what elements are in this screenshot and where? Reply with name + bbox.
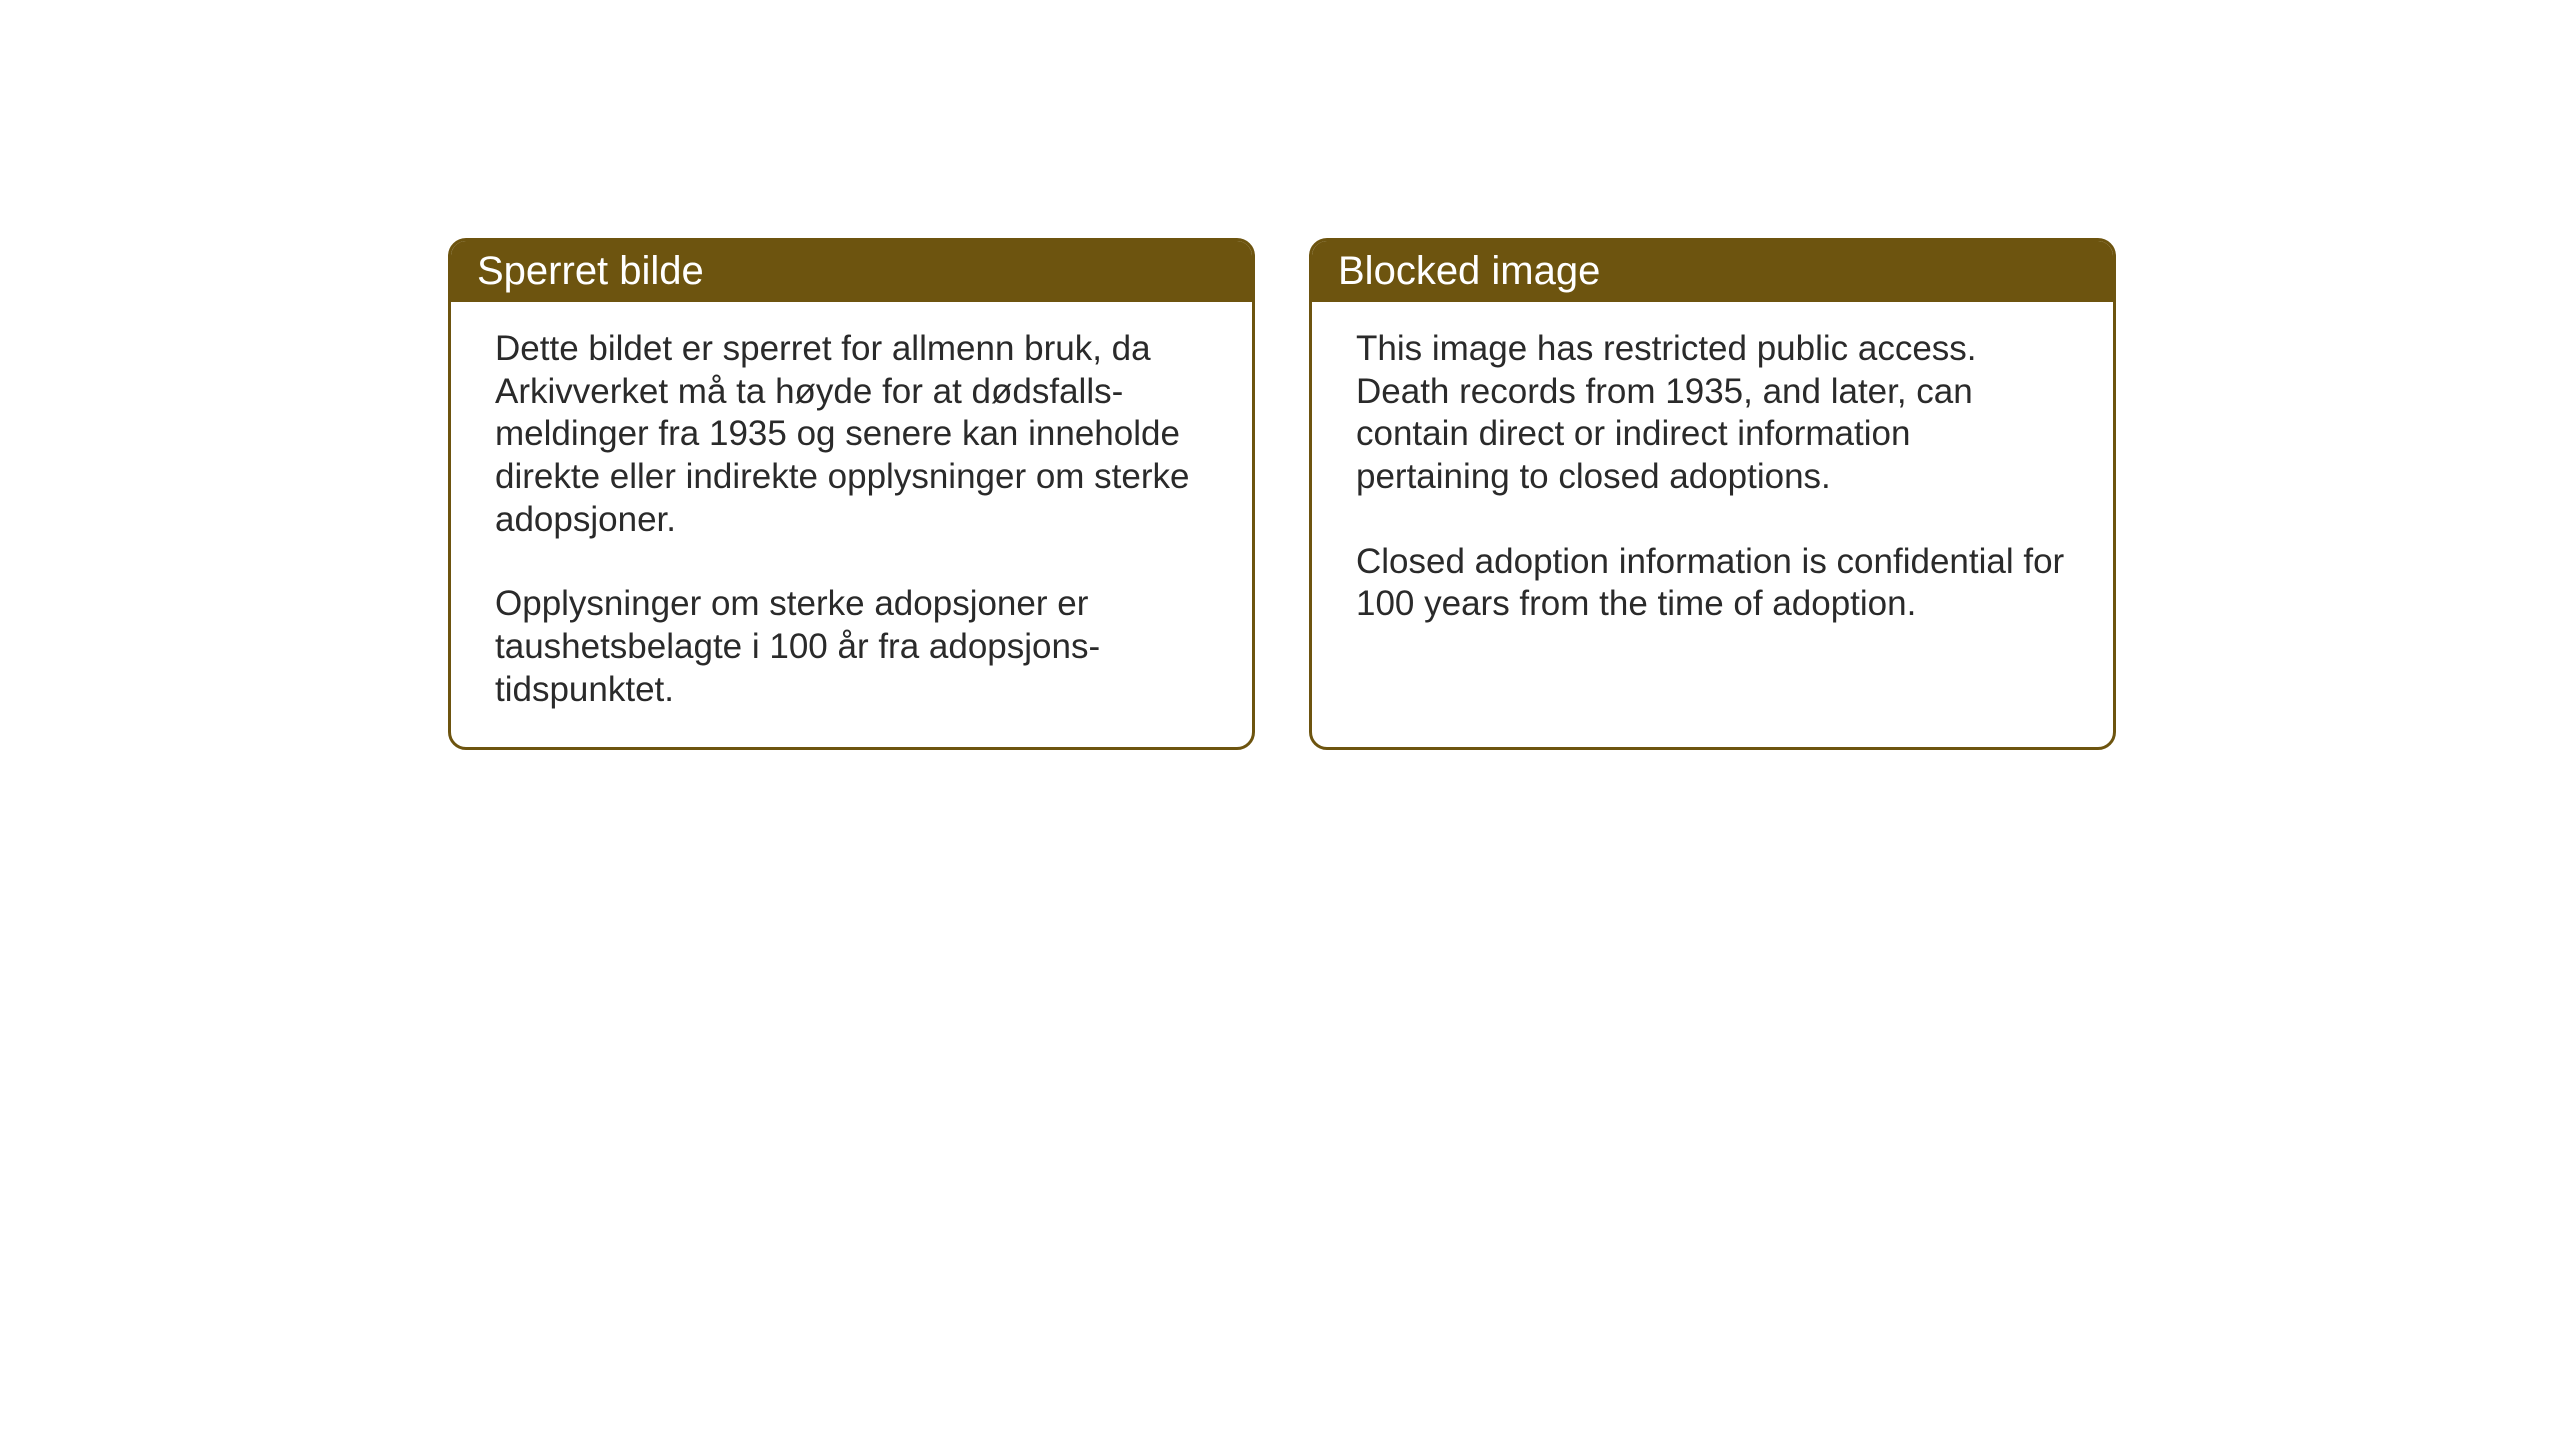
card-english-title: Blocked image (1338, 249, 1600, 293)
card-english-paragraph-1: This image has restricted public access.… (1356, 328, 2069, 499)
card-norwegian: Sperret bilde Dette bildet er sperret fo… (448, 238, 1255, 750)
card-english: Blocked image This image has restricted … (1309, 238, 2116, 750)
card-english-body: This image has restricted public access.… (1312, 302, 2113, 670)
card-english-paragraph-2: Closed adoption information is confident… (1356, 541, 2069, 626)
card-norwegian-body: Dette bildet er sperret for allmenn bruk… (451, 302, 1252, 750)
card-norwegian-title: Sperret bilde (477, 249, 704, 293)
card-norwegian-paragraph-2: Opplysninger om sterke adopsjoner er tau… (495, 583, 1208, 711)
card-norwegian-header: Sperret bilde (451, 241, 1252, 302)
card-norwegian-paragraph-1: Dette bildet er sperret for allmenn bruk… (495, 328, 1208, 541)
card-english-header: Blocked image (1312, 241, 2113, 302)
cards-container: Sperret bilde Dette bildet er sperret fo… (448, 238, 2116, 750)
